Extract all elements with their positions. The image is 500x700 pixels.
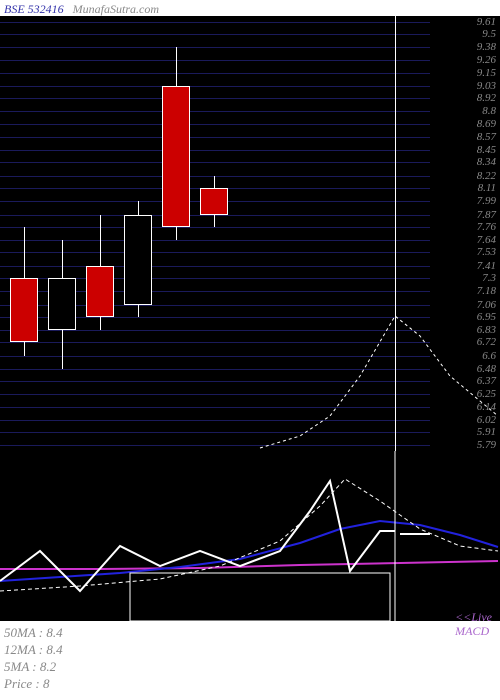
- chart-container: BSE 532416 MunafaSutra.com 9.619.59.389.…: [0, 0, 500, 700]
- price-overlay-svg: [0, 16, 500, 451]
- macd-text: MACD: [455, 624, 492, 638]
- watermark-text: MunafaSutra.com: [73, 2, 159, 16]
- info-row: 50MA : 8.4: [4, 625, 63, 642]
- info-row: 12MA : 8.4: [4, 642, 63, 659]
- ticker-symbol: BSE 532416: [4, 2, 64, 16]
- indicator-panel: [0, 451, 500, 621]
- info-row: Price : 8: [4, 676, 63, 693]
- live-text: <<Live: [455, 610, 492, 624]
- chart-header: BSE 532416 MunafaSutra.com: [4, 2, 159, 17]
- live-macd-label: <<Live MACD: [455, 610, 492, 639]
- indicator-line-white: [0, 481, 395, 591]
- info-row: 5MA : 8.2: [4, 659, 63, 676]
- moving-average-info: 50MA : 8.412MA : 8.45MA : 8.2Price : 8: [4, 625, 63, 693]
- overlay-dashed-line: [260, 316, 498, 448]
- indicator-svg: [0, 451, 500, 621]
- indicator-box: [130, 573, 390, 621]
- price-chart-panel: 9.619.59.389.269.159.038.928.88.698.578.…: [0, 16, 500, 451]
